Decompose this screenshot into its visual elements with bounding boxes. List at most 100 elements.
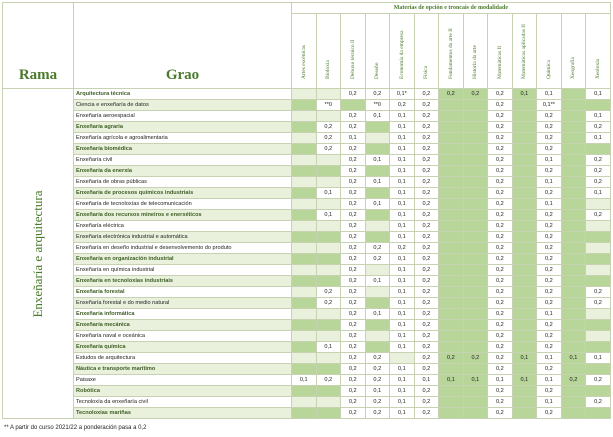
weight-cell (291, 165, 317, 177)
weight-cell (462, 121, 489, 133)
weight-cell: 0,1 (487, 374, 513, 386)
weight-cell: 0,2 (536, 286, 562, 298)
weight-cell: 0,1 (536, 88, 562, 100)
weight-cell (462, 132, 489, 144)
weight-cell (462, 275, 489, 287)
weight-cell: 0,1 (389, 374, 415, 386)
weight-cell (560, 88, 587, 100)
weight-cell: 0,2 (536, 242, 562, 254)
weight-cell: 0,2 (340, 330, 366, 342)
weight-cell: 0,2 (315, 121, 342, 133)
weight-cell: 0,2 (340, 407, 366, 419)
degree-name: Enxeñaría informática (73, 308, 292, 320)
weight-cell (585, 143, 611, 155)
weight-cell (511, 242, 538, 254)
weight-cell: 0,2 (585, 165, 611, 177)
degree-name: Enxeñaría en tecnoloxías industriais (73, 275, 292, 287)
weight-cell (585, 242, 611, 254)
weight-cell (462, 286, 489, 298)
weight-cell (511, 264, 538, 276)
weight-cell (389, 352, 415, 364)
weight-cell (560, 209, 587, 221)
weight-cell: 0,2 (364, 253, 391, 265)
weight-cell: 0,1 (413, 374, 440, 386)
weight-cell: 0,2 (487, 407, 513, 419)
rama-header: Rama (2, 2, 74, 89)
weight-cell (291, 330, 317, 342)
weight-cell: 0,1 (315, 187, 342, 199)
weight-cell: 0,1 (511, 352, 538, 364)
weight-cell: 0,1 (315, 341, 342, 353)
weight-cell: 0,2 (340, 275, 366, 287)
weight-cell: 0,2 (340, 385, 366, 397)
weight-cell: 0,2 (487, 264, 513, 276)
weight-cell (511, 231, 538, 243)
weight-cell (315, 198, 342, 210)
weight-cell: 0,1 (536, 396, 562, 408)
weight-cell (511, 121, 538, 133)
weight-cell (291, 253, 317, 265)
table-body: Enxeñaría e arquitectura Arquitectura téc… (2, 88, 611, 419)
weight-cell (315, 231, 342, 243)
weight-cell (315, 330, 342, 342)
weight-cell (438, 297, 464, 309)
weight-cell: 0,2 (413, 154, 440, 166)
weight-cell (560, 110, 587, 122)
degree-name: Enxeñaría naval e oceánica (73, 330, 292, 342)
weight-cell (291, 363, 317, 375)
weight-cell (438, 319, 464, 331)
weight-cell (462, 187, 489, 199)
weight-cell: 0,2 (585, 297, 611, 309)
weight-cell (364, 286, 391, 298)
weight-cell (291, 396, 317, 408)
weight-cell (462, 231, 489, 243)
weight-cell (462, 110, 489, 122)
weight-cell (438, 143, 464, 155)
weight-cell (511, 198, 538, 210)
degree-name: Náutica e transporte marítimo (73, 363, 292, 375)
weight-cell: 0,2 (340, 220, 366, 232)
weight-cell (315, 352, 342, 364)
weight-cell (291, 121, 317, 133)
weight-cell (315, 264, 342, 276)
weight-cell: 0,2 (536, 231, 562, 243)
weight-cell (291, 99, 317, 111)
weight-cell: 0,2 (585, 286, 611, 298)
weight-cell (438, 308, 464, 320)
weight-cell (462, 242, 489, 254)
table-row: Tecnoloxías mariñas 0,2 0,2 0,1 0,2 0,2 0,2 (3, 407, 611, 419)
weight-cell (438, 187, 464, 199)
weight-cell: 0,2 (536, 363, 562, 375)
degree-name: Enxeñaría mecánica (73, 319, 292, 331)
weight-cell: 0,2 (487, 143, 513, 155)
weight-cell (511, 187, 538, 199)
weight-cell (315, 165, 342, 177)
table-row: Enxeñaría forestal 0,2 0,2 0,1 0,2 0,2 0,2 0,2 (3, 286, 611, 298)
weight-cell: 0,1 (389, 264, 415, 276)
weight-cell (291, 132, 317, 144)
weight-cell: 0,2 (340, 286, 366, 298)
weight-cell: 0,1 (389, 275, 415, 287)
weight-cell (438, 330, 464, 342)
weight-cell (585, 330, 611, 342)
degree-name: Tecnoloxía da enxeñaría civil (73, 396, 292, 408)
weight-cell: 0,2 (536, 253, 562, 265)
weight-cell (291, 154, 317, 166)
weight-cell (462, 264, 489, 276)
weight-cell (585, 264, 611, 276)
weight-cell: 0,1 (389, 209, 415, 221)
weight-cell (364, 165, 391, 177)
weight-cell: 0,2 (487, 88, 513, 100)
weight-cell (315, 110, 342, 122)
weight-cell: 0,2 (536, 165, 562, 177)
weight-cell: 0,2 (340, 198, 366, 210)
weight-cell (291, 176, 317, 188)
weight-cell (315, 253, 342, 265)
weight-cell: 0,2 (438, 352, 464, 364)
weight-cell: 0,1 (585, 187, 611, 199)
weight-cell: 0,1 (389, 363, 415, 375)
weight-cell (511, 275, 538, 287)
degree-name: Robótica (73, 385, 292, 397)
weight-cell: 0,2 (340, 374, 366, 386)
weight-cell: 0,2 (536, 187, 562, 199)
